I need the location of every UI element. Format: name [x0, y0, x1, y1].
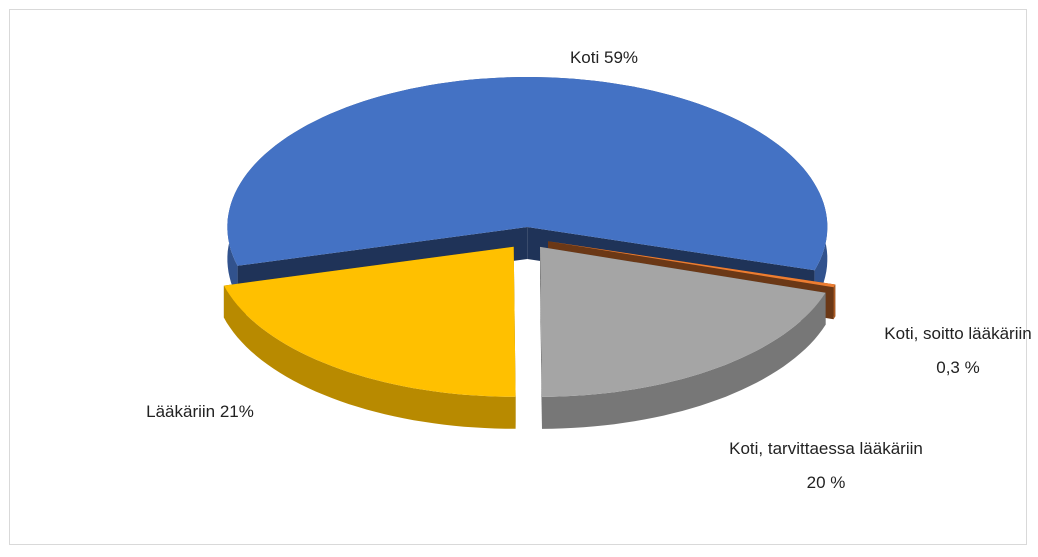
data-label: Koti, soitto lääkäriin 0,3 % — [884, 324, 1032, 377]
slice — [227, 77, 828, 271]
slice-wall — [833, 284, 836, 320]
slice-wall — [223, 285, 516, 429]
slice-wall — [542, 292, 826, 429]
data-label: Koti 59% — [569, 48, 639, 67]
data-label: Koti, tarvittaessa lääkäriin 20 % — [729, 439, 923, 492]
slice — [223, 246, 516, 397]
chart-frame — [9, 9, 1027, 545]
data-label: Lääkäriin 21% — [146, 402, 254, 421]
slice-cut — [540, 246, 542, 429]
slice — [548, 241, 836, 288]
slice — [540, 246, 826, 397]
